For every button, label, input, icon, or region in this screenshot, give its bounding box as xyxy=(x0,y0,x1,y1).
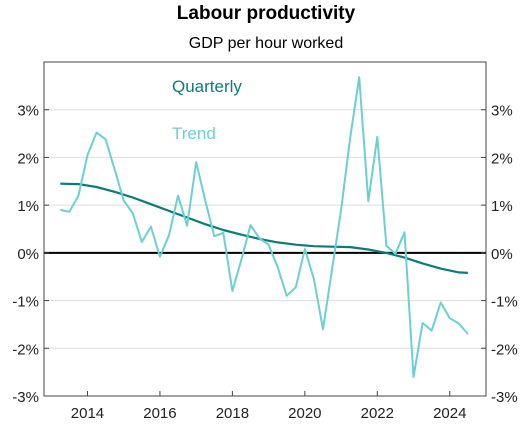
series-line-quarterly xyxy=(60,182,468,274)
y-axis-left-ticks: -3% -2% -1% 0% 1% 2% 3% xyxy=(12,103,49,406)
x-axis-ticks: 2014 2016 2018 2020 2022 2024 xyxy=(71,391,466,422)
x-tick-label: 2014 xyxy=(71,405,104,422)
y-tick-label-right: 3% xyxy=(491,103,513,120)
y-axis-right-ticks: -3% -2% -1% 0% 1% 2% 3% xyxy=(481,103,518,406)
y-tick-label-right: -2% xyxy=(491,341,518,358)
y-tick-label-left: 2% xyxy=(17,150,39,167)
grid-lines xyxy=(44,109,486,349)
chart-subtitle: GDP per hour worked xyxy=(189,35,343,52)
x-tick-label: 2016 xyxy=(143,405,176,422)
x-tick-label: 2024 xyxy=(433,405,466,422)
y-tick-label-right: -1% xyxy=(491,294,518,311)
y-tick-label-right: 1% xyxy=(491,198,513,215)
x-tick-label: 2018 xyxy=(216,405,249,422)
y-tick-label-left: 1% xyxy=(17,198,39,215)
y-tick-label-right: -3% xyxy=(491,389,518,406)
y-tick-label-right: 0% xyxy=(491,246,513,263)
legend-trend: Trend xyxy=(172,124,216,143)
chart-title: Labour productivity xyxy=(177,3,356,24)
y-tick-label-left: -1% xyxy=(12,294,39,311)
legend-quarterly: Quarterly xyxy=(172,77,242,96)
y-tick-label-left: 0% xyxy=(17,246,39,263)
x-tick-label: 2022 xyxy=(361,405,394,422)
plot-area-frame xyxy=(43,61,487,397)
x-tick-label: 2020 xyxy=(288,405,321,422)
y-tick-label-left: -3% xyxy=(12,389,39,406)
y-tick-label-left: -2% xyxy=(12,341,39,358)
y-tick-label-right: 2% xyxy=(491,150,513,167)
y-tick-label-left: 3% xyxy=(17,103,39,120)
series-line-trend xyxy=(60,76,469,378)
series-lines xyxy=(60,76,469,378)
